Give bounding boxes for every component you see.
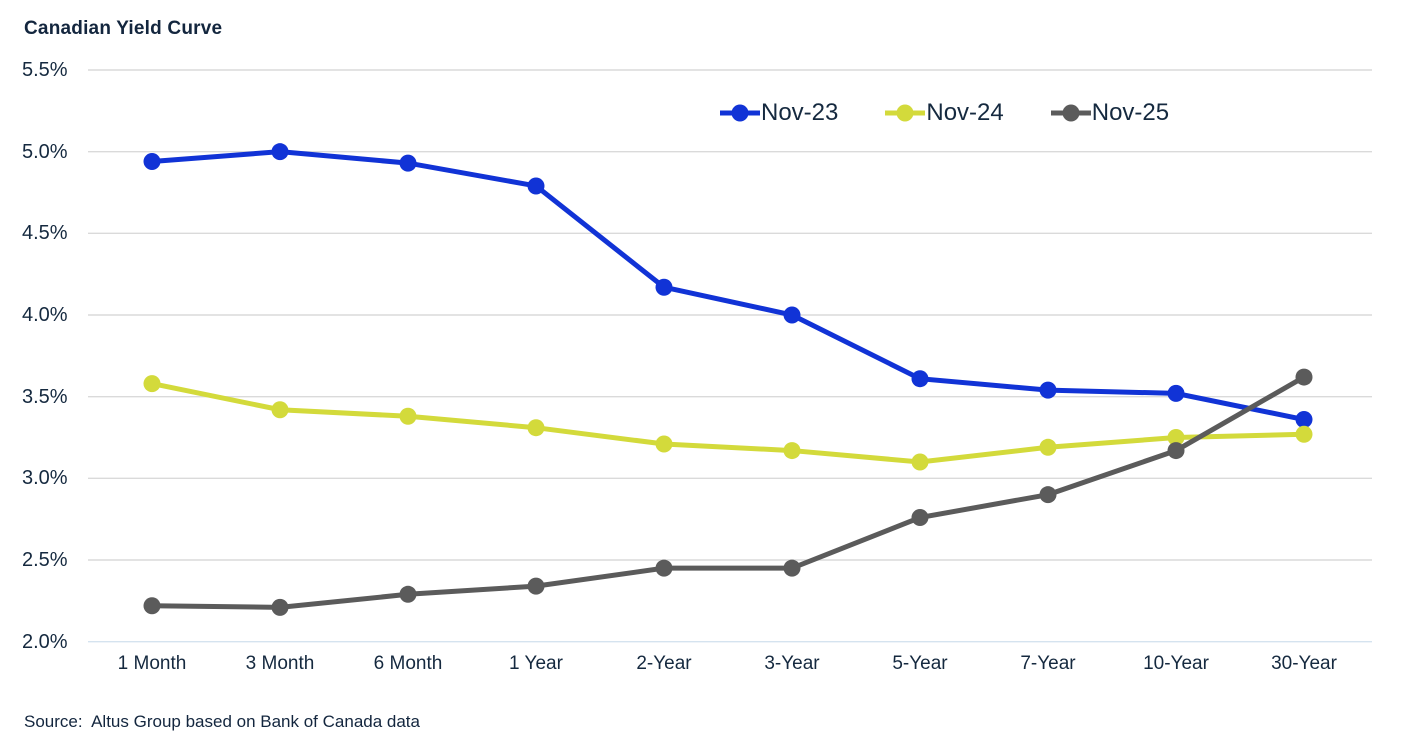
data-point-nov-24 (1167, 428, 1185, 446)
x-axis-tick: 30-Year (1271, 653, 1337, 674)
line-marker-icon (1050, 104, 1091, 122)
x-axis-tick: 1 Year (509, 653, 563, 674)
data-point-nov-25 (527, 577, 545, 595)
series-line-nov-23 (151, 149, 1305, 422)
legend-label: Nov-23 (761, 99, 839, 126)
line-marker-icon (885, 104, 926, 122)
data-point-nov-25 (143, 597, 161, 615)
data-point-nov-25 (911, 509, 929, 527)
x-axis-tick: 3 Month (245, 653, 315, 674)
data-point-nov-24 (1039, 438, 1057, 456)
x-axis-tick: 2-Year (636, 653, 692, 674)
data-point-nov-24 (399, 407, 417, 425)
y-axis-tick: 4.0% (22, 303, 68, 326)
x-axis-tick: 5-Year (892, 653, 948, 674)
data-point-nov-23 (1039, 381, 1057, 399)
data-point-nov-25 (655, 559, 673, 577)
x-axis-tick: 6 Month (373, 653, 443, 674)
data-point-nov-23 (399, 154, 417, 172)
legend-item-nov-23: Nov-23 (720, 96, 838, 130)
data-point-nov-23 (271, 143, 289, 161)
data-point-nov-24 (1295, 425, 1313, 443)
data-point-nov-23 (143, 152, 161, 170)
legend-item-nov-24: Nov-24 (885, 96, 1004, 130)
data-point-nov-25 (1167, 442, 1185, 460)
x-axis-tick: 7-Year (1020, 653, 1076, 674)
x-axis-tick: 1 Month (117, 653, 187, 674)
series-line-nov-24 (151, 381, 1305, 465)
data-point-nov-24 (143, 375, 161, 393)
source-note: Source: Altus Group based on Bank of Can… (24, 712, 420, 731)
data-point-nov-24 (271, 401, 289, 419)
data-point-nov-23 (911, 370, 929, 388)
data-point-nov-25 (399, 585, 417, 603)
data-point-nov-25 (1039, 486, 1057, 504)
data-point-nov-25 (271, 598, 289, 616)
series-line-nov-25 (151, 374, 1306, 610)
legend-label: Nov-25 (1091, 99, 1170, 126)
y-axis-tick: 2.5% (22, 548, 68, 571)
data-point-nov-25 (783, 559, 801, 577)
page-title: Canadian Yield Curve (24, 18, 223, 39)
x-axis-tick: 3-Year (764, 653, 820, 674)
y-axis-tick: 5.5% (22, 59, 68, 81)
legend: Nov-23 Nov-24 Nov-25 (720, 96, 1169, 130)
x-axis-tick: 10-Year (1143, 653, 1209, 674)
line-marker-icon (720, 104, 760, 122)
data-point-nov-23 (527, 177, 545, 195)
data-point-nov-24 (655, 435, 673, 453)
y-axis-tick: 4.5% (22, 222, 68, 245)
legend-item-nov-25: Nov-25 (1050, 96, 1170, 130)
data-point-nov-23 (783, 306, 801, 324)
data-point-nov-23 (1167, 384, 1185, 402)
y-axis-tick: 5.0% (22, 140, 68, 163)
y-axis-tick: 3.5% (22, 385, 68, 408)
data-point-nov-24 (911, 453, 929, 471)
data-point-nov-25 (1295, 368, 1313, 386)
data-point-nov-23 (655, 278, 673, 296)
y-axis-tick: 3.0% (22, 467, 68, 490)
data-point-nov-23 (1295, 411, 1313, 429)
plot-canvas (88, 69, 1372, 643)
legend-label: Nov-24 (926, 99, 1004, 126)
y-axis-tick: 2.0% (22, 630, 68, 653)
data-point-nov-24 (527, 419, 545, 437)
data-point-nov-24 (783, 442, 801, 460)
